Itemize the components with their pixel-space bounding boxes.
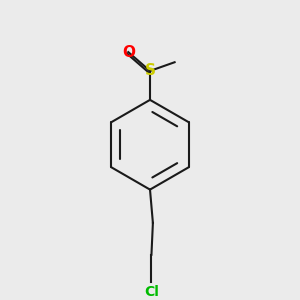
Text: O: O bbox=[122, 45, 135, 60]
Text: Cl: Cl bbox=[144, 285, 159, 299]
Text: S: S bbox=[145, 63, 155, 78]
